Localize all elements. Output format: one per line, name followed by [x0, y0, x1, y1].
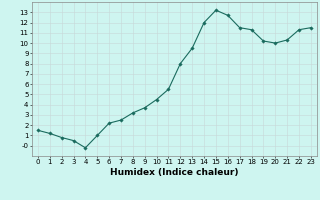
X-axis label: Humidex (Indice chaleur): Humidex (Indice chaleur): [110, 168, 239, 177]
